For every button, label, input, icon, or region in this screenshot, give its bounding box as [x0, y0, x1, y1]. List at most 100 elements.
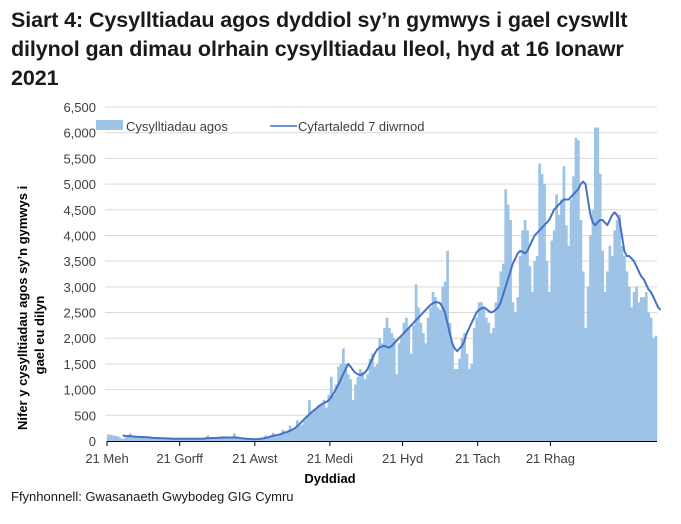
bar [601, 250, 604, 441]
bar [547, 291, 551, 441]
bar [346, 374, 350, 441]
bar [342, 348, 345, 441]
bar [223, 437, 227, 441]
bar [337, 366, 340, 441]
bar [145, 437, 149, 441]
bar [293, 428, 297, 441]
bar [475, 317, 479, 441]
bar [552, 230, 556, 441]
bar [494, 302, 498, 441]
source-note: Ffynhonnell: Gwasanaeth Gwybodeg GIG Cym… [11, 489, 294, 504]
bar [584, 327, 588, 441]
bar [312, 410, 316, 441]
moving-average-line [122, 180, 662, 441]
bar [395, 374, 399, 441]
bar [334, 384, 338, 441]
bar [390, 333, 394, 441]
bar [618, 214, 621, 441]
y-tick-label: 5,000 [63, 177, 96, 192]
bar [414, 284, 418, 441]
bar [521, 230, 525, 441]
bar [533, 261, 537, 441]
bar [654, 335, 658, 441]
x-tick-label: 21 Rhag [526, 451, 575, 466]
bar [203, 438, 207, 441]
bar [322, 399, 326, 441]
bar [564, 225, 568, 441]
bar [327, 394, 331, 441]
bar [123, 437, 127, 441]
bar [555, 194, 558, 441]
bar [119, 437, 122, 441]
bar [489, 333, 493, 441]
bar [545, 261, 549, 441]
bar [174, 438, 178, 441]
bar [392, 338, 396, 441]
bar [531, 291, 534, 441]
bar [463, 333, 466, 441]
bar [281, 429, 285, 441]
bar [295, 420, 299, 441]
bar [596, 127, 600, 442]
bar [635, 286, 638, 441]
bar [499, 271, 503, 441]
bar [325, 407, 328, 441]
bar [167, 438, 171, 441]
bar [150, 438, 154, 441]
x-tick-label: 21 Gorff [156, 451, 203, 466]
bar [589, 235, 592, 441]
bar [283, 433, 287, 441]
bar [421, 333, 425, 441]
bar [298, 425, 302, 441]
bar [506, 204, 510, 441]
bar [225, 438, 229, 441]
bar [518, 256, 522, 441]
bar [613, 230, 617, 441]
bar [114, 435, 117, 441]
bar [640, 297, 643, 441]
legend: Cysylltiadau agos Cyfartaledd 7 diwrnod [96, 119, 424, 134]
bar [165, 438, 168, 441]
bar [419, 322, 423, 441]
bar [400, 335, 403, 441]
bar [213, 438, 217, 441]
bar [368, 358, 372, 441]
bar [191, 438, 195, 441]
bar [315, 407, 319, 441]
bar [378, 338, 382, 441]
bar [218, 437, 222, 441]
bar [274, 435, 277, 441]
bar [429, 307, 432, 441]
bar [472, 327, 476, 441]
bar [279, 433, 282, 441]
bar [644, 291, 648, 441]
bar [397, 343, 401, 441]
bar [586, 286, 590, 441]
bar [116, 436, 120, 441]
legend-label-line: Cyfartaledd 7 diwrnod [298, 119, 424, 134]
bar [550, 240, 554, 441]
bar [528, 266, 532, 441]
bar [526, 230, 529, 441]
bar [632, 291, 636, 441]
bar [199, 438, 202, 441]
bar [497, 286, 500, 441]
bar [196, 438, 200, 441]
bar [523, 220, 527, 441]
chart-title: Siart 4: Cysylltiadau agos dyddiol sy’n … [11, 8, 628, 90]
bar [339, 363, 343, 441]
bar [186, 438, 190, 441]
y-tick-label: 6,000 [63, 126, 96, 141]
bar [148, 437, 151, 441]
bar [630, 307, 634, 441]
bar [543, 184, 546, 442]
bar [441, 286, 445, 441]
bar [208, 437, 212, 441]
bar [111, 435, 115, 441]
y-tick-label: 4,000 [63, 228, 96, 243]
bar [245, 439, 248, 441]
bar [492, 327, 495, 441]
bar [140, 436, 144, 441]
bar [562, 166, 566, 442]
bar [569, 199, 573, 441]
